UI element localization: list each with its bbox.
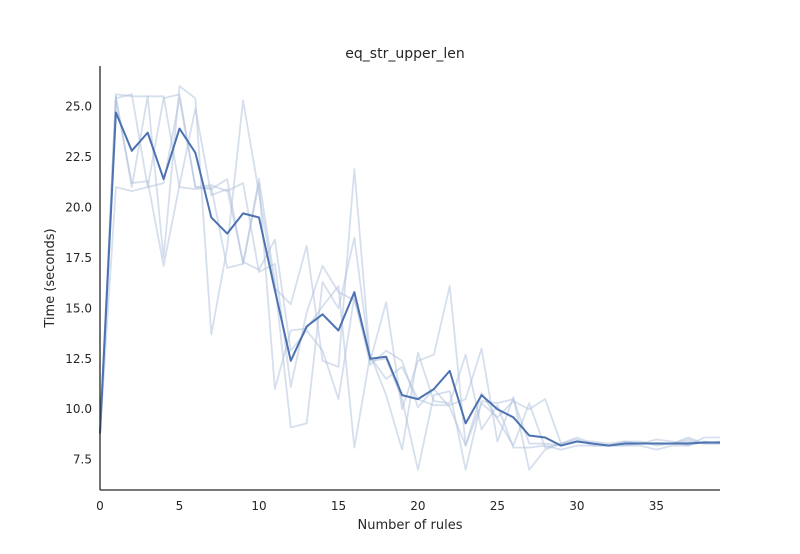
y-ticks: 7.5 10.0 12.5 15.0 17.5 20.0 22.5 25.0 bbox=[65, 99, 92, 466]
mean-line-layer bbox=[99, 111, 720, 447]
x-ticks: 0 5 10 15 20 25 30 35 bbox=[96, 499, 664, 513]
y-tick-label: 7.5 bbox=[73, 453, 92, 467]
x-tick-label: 30 bbox=[569, 499, 584, 513]
x-tick-label: 20 bbox=[410, 499, 425, 513]
mean-line bbox=[99, 111, 720, 447]
x-axis-label: Number of rules bbox=[358, 518, 463, 533]
run-line-4 bbox=[99, 97, 720, 471]
run-line-2 bbox=[99, 93, 720, 447]
x-tick-label: 0 bbox=[96, 499, 104, 513]
chart-title: eq_str_upper_len bbox=[345, 46, 464, 62]
y-tick-label: 20.0 bbox=[65, 200, 92, 214]
y-axis-label: Time (seconds) bbox=[43, 228, 58, 328]
x-tick-label: 5 bbox=[176, 499, 184, 513]
run-lines bbox=[99, 85, 721, 471]
x-tick-label: 15 bbox=[331, 499, 346, 513]
x-tick-label: 10 bbox=[251, 499, 266, 513]
y-tick-label: 10.0 bbox=[65, 402, 92, 416]
axes bbox=[99, 66, 720, 491]
y-tick-label: 12.5 bbox=[65, 352, 92, 366]
y-tick-label: 22.5 bbox=[65, 150, 92, 164]
x-tick-label: 35 bbox=[649, 499, 664, 513]
run-line-1 bbox=[99, 85, 721, 471]
y-tick-label: 25.0 bbox=[65, 99, 92, 113]
x-tick-label: 25 bbox=[490, 499, 505, 513]
y-tick-label: 15.0 bbox=[65, 301, 92, 315]
y-tick-label: 17.5 bbox=[65, 251, 92, 265]
run-line-5 bbox=[99, 99, 721, 449]
